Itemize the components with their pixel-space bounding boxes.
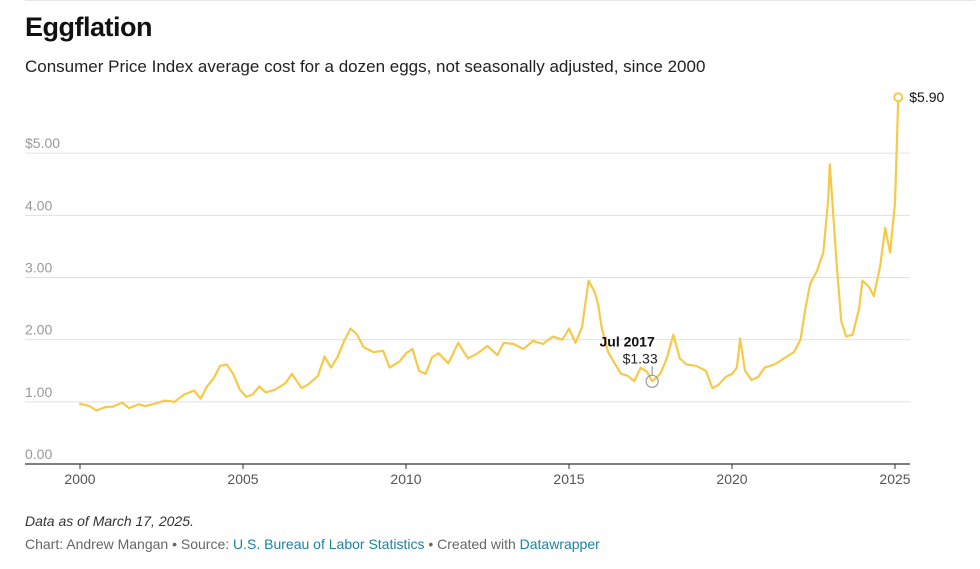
top-rule [25, 0, 975, 1]
y-tick-label: 2.00 [25, 322, 52, 338]
line-chart: 0.00 1.00 2.00 3.00 4.00 $5.00 2000 2005 2010 201… [25, 89, 945, 487]
x-tick-label: 2005 [227, 471, 258, 487]
chart-footer: Chart: Andrew Mangan • Source: U.S. Bure… [25, 536, 600, 552]
y-tick-label: $5.00 [25, 135, 60, 151]
x-tick-label: 2015 [553, 471, 584, 487]
chart-credit: Chart: Andrew Mangan [25, 536, 169, 552]
annotation-title: Jul 2017 [599, 333, 654, 349]
x-tick-label: 2020 [716, 471, 747, 487]
y-tick-label: 4.00 [25, 197, 52, 213]
source-link[interactable]: U.S. Bureau of Labor Statistics [233, 536, 425, 552]
footer-separator-source: • Source: [168, 536, 234, 552]
y-tick-label: 0.00 [25, 446, 52, 462]
footer-separator-tool: • Created with [424, 536, 520, 552]
x-tick-label: 2010 [390, 471, 421, 487]
annotation-marker-jul-2017 [645, 374, 659, 388]
chart-subtitle: Consumer Price Index average cost for a … [25, 57, 706, 76]
x-tick-label: 2025 [879, 471, 910, 487]
x-tick-label: 2000 [64, 471, 95, 487]
endpoint-value-label: $5.90 [909, 89, 944, 105]
datawrapper-link[interactable]: Datawrapper [519, 536, 600, 552]
annotation-value: $1.33 [623, 350, 658, 366]
series-line-egg-price [78, 96, 900, 412]
data-note: Data as of March 17, 2025. [25, 513, 194, 529]
y-tick-label: 1.00 [25, 384, 52, 400]
chart-title: Eggflation [25, 12, 152, 42]
y-tick-label: 3.00 [25, 260, 52, 276]
endpoint-marker [893, 92, 904, 103]
